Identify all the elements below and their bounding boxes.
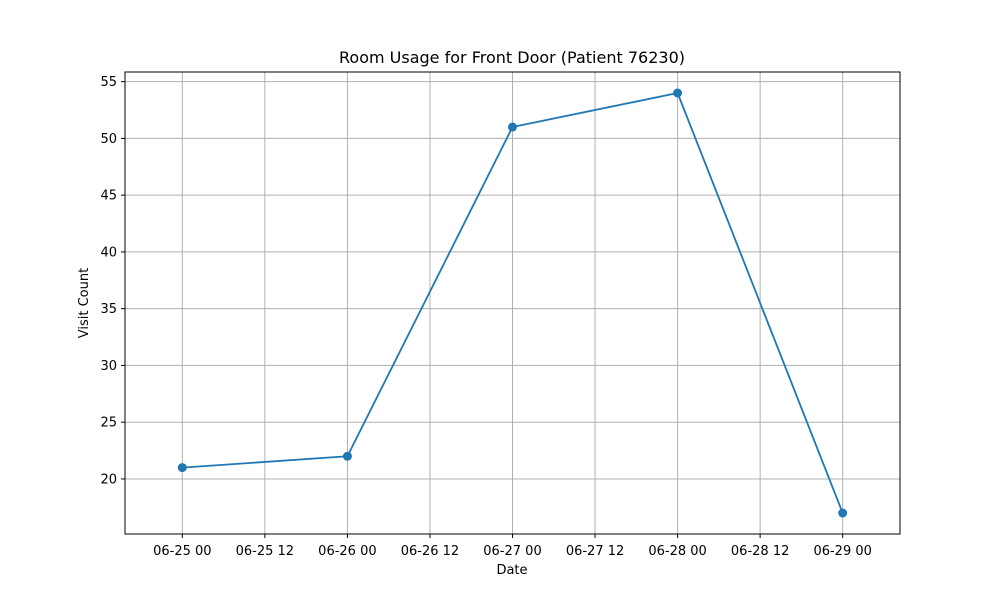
x-tick-label: 06-27 12 [566, 544, 624, 559]
data-point [177, 463, 187, 473]
y-tick-label: 50 [100, 132, 117, 147]
chart-title: Room Usage for Front Door (Patient 76230… [339, 48, 685, 67]
y-tick-label: 20 [100, 472, 117, 487]
x-tick-label: 06-28 12 [731, 544, 789, 559]
y-tick-label: 40 [100, 245, 117, 260]
x-tick-label: 06-25 00 [153, 544, 211, 559]
series [177, 88, 848, 518]
grid [125, 72, 900, 534]
x-tick-label: 06-26 12 [401, 544, 459, 559]
x-axis: 06-25 00 06-25 12 06-26 00 06-26 12 06-27 00… [153, 534, 872, 559]
y-axis: 20 25 30 35 40 45 50 55 [100, 75, 125, 487]
x-tick-label: 06-27 00 [483, 544, 541, 559]
x-tick-label: 06-26 00 [318, 544, 376, 559]
y-tick-label: 45 [100, 189, 117, 204]
y-tick-label: 30 [100, 359, 117, 374]
x-tick-label: 06-29 00 [813, 544, 871, 559]
x-tick-label: 06-25 12 [236, 544, 294, 559]
data-point [673, 88, 683, 98]
x-tick-label: 06-28 00 [648, 544, 706, 559]
x-axis-title: Date [496, 563, 527, 578]
y-tick-label: 35 [100, 302, 117, 317]
y-tick-label: 25 [100, 416, 117, 431]
data-point [342, 451, 352, 461]
data-point [838, 508, 848, 518]
data-point [508, 122, 517, 132]
y-tick-label: 55 [100, 75, 117, 90]
y-axis-title: Visit Count [77, 268, 92, 338]
